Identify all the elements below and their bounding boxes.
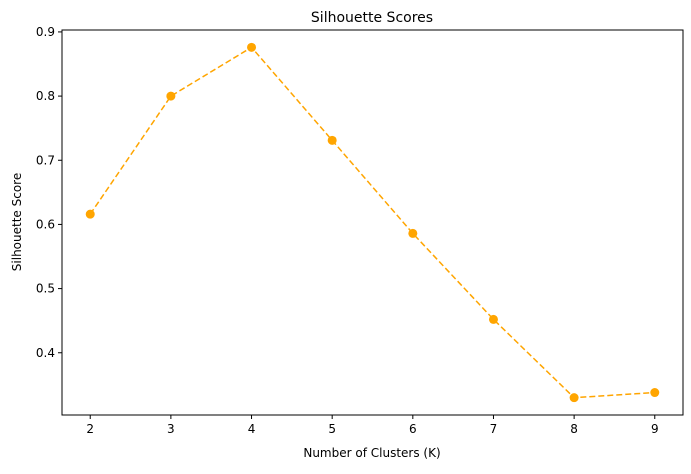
x-axis-label: Number of Clusters (K) xyxy=(303,446,440,460)
x-tick-label: 8 xyxy=(570,422,578,436)
y-tick-label: 0.6 xyxy=(36,217,55,231)
x-tick-label: 7 xyxy=(490,422,498,436)
y-tick-label: 0.7 xyxy=(36,153,55,167)
x-tick-label: 6 xyxy=(409,422,417,436)
y-tick-label: 0.4 xyxy=(36,346,55,360)
x-tick-label: 2 xyxy=(86,422,94,436)
x-tick-label: 4 xyxy=(248,422,256,436)
data-point xyxy=(327,135,337,145)
data-point xyxy=(650,388,660,398)
series-line xyxy=(89,46,655,399)
chart-title: Silhouette Scores xyxy=(311,10,433,26)
y-tick-label: 0.5 xyxy=(36,282,55,296)
data-point xyxy=(569,393,579,403)
data-point xyxy=(408,228,418,238)
series-points xyxy=(85,42,660,403)
plot-area xyxy=(61,29,684,416)
x-tick-label: 5 xyxy=(328,422,336,436)
y-axis-label: Silhouette Score xyxy=(10,173,24,271)
data-point xyxy=(247,42,257,52)
data-point xyxy=(488,314,498,324)
data-point xyxy=(85,209,95,219)
y-axis: 0.4 0.5 0.6 0.7 0.8 0.9 xyxy=(36,25,62,360)
y-tick-label: 0.9 xyxy=(36,25,55,39)
data-point xyxy=(166,91,176,101)
y-tick-label: 0.8 xyxy=(36,89,55,103)
x-axis: 2 3 4 5 6 7 8 9 xyxy=(86,415,659,436)
x-tick-label: 9 xyxy=(651,422,659,436)
x-tick-label: 3 xyxy=(167,422,175,436)
